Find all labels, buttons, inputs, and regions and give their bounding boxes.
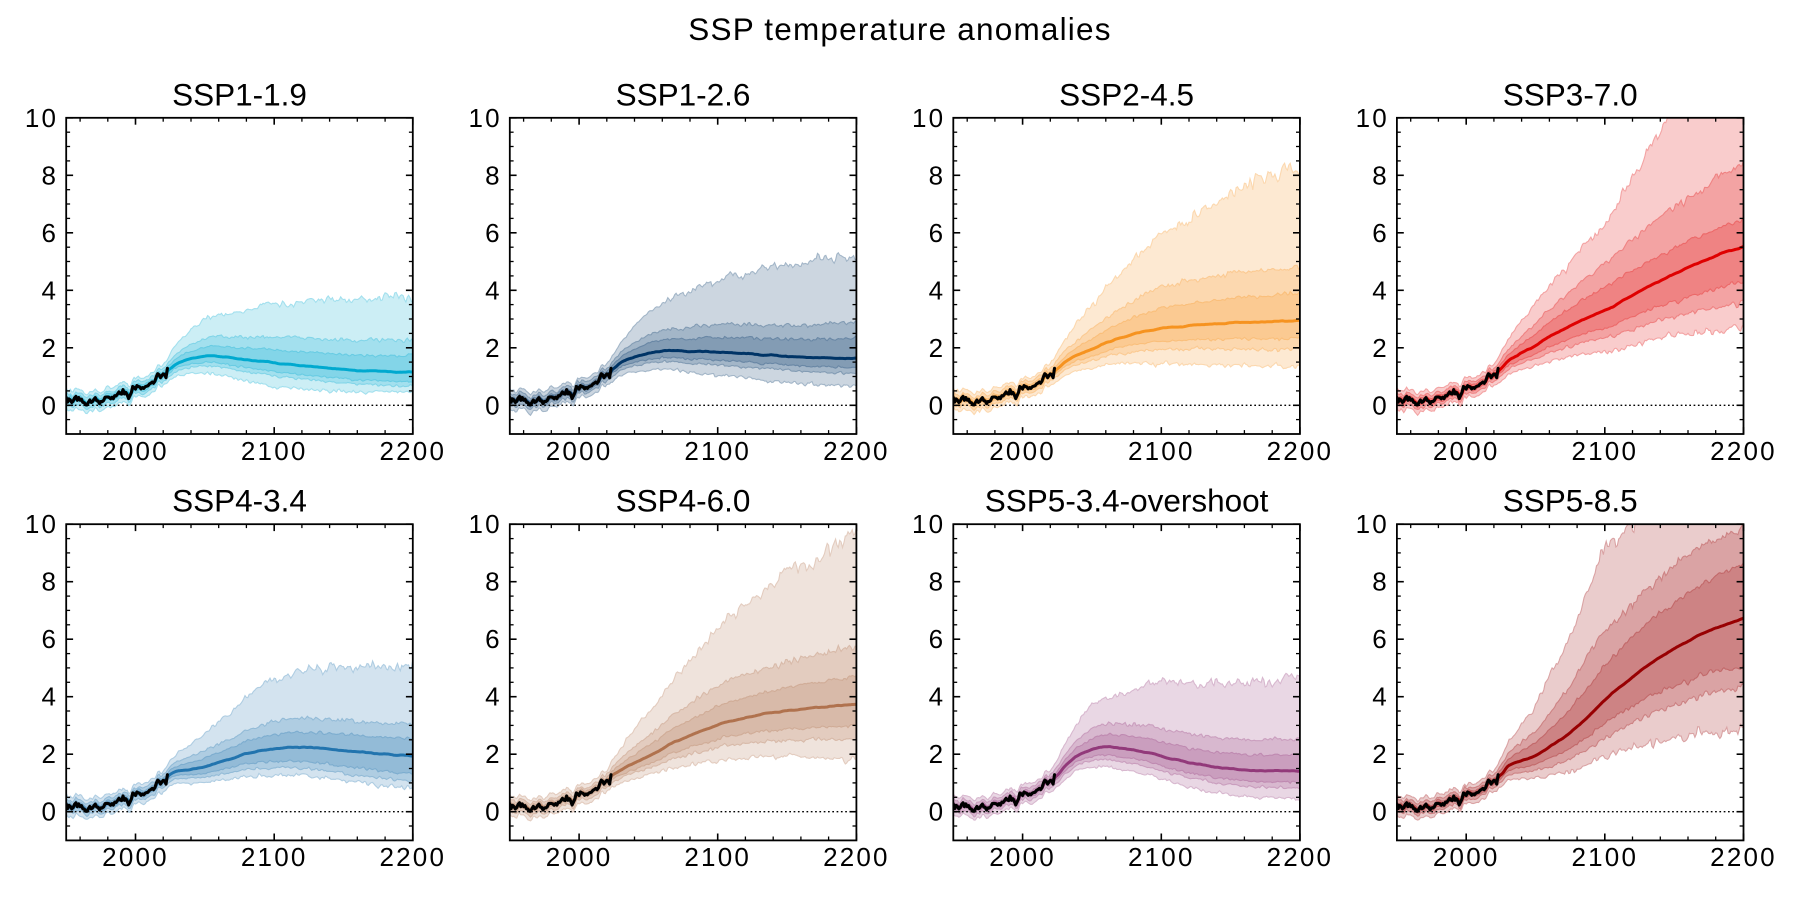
svg-text:SSP1-2.6: SSP1-2.6	[616, 76, 751, 112]
svg-text:2: 2	[929, 333, 946, 363]
svg-text:2100: 2100	[1128, 436, 1195, 466]
svg-text:SSP3-7.0: SSP3-7.0	[1503, 76, 1638, 112]
svg-text:2000: 2000	[546, 436, 613, 466]
svg-text:2100: 2100	[241, 842, 308, 872]
svg-text:6: 6	[1372, 624, 1389, 654]
svg-text:0: 0	[485, 797, 502, 827]
svg-text:2: 2	[929, 739, 946, 769]
svg-text:2100: 2100	[241, 436, 308, 466]
svg-text:2000: 2000	[102, 436, 169, 466]
svg-text:2200: 2200	[379, 842, 446, 872]
svg-text:2200: 2200	[1710, 842, 1777, 872]
svg-text:10: 10	[912, 509, 945, 539]
svg-text:10: 10	[25, 103, 58, 133]
svg-text:6: 6	[485, 624, 502, 654]
svg-text:SSP4-3.4: SSP4-3.4	[172, 483, 307, 519]
svg-text:4: 4	[485, 682, 502, 712]
svg-text:2100: 2100	[1571, 436, 1638, 466]
svg-text:2100: 2100	[1571, 842, 1638, 872]
svg-text:2: 2	[485, 739, 502, 769]
svg-text:8: 8	[1372, 160, 1389, 190]
svg-text:2200: 2200	[1267, 436, 1334, 466]
svg-text:8: 8	[929, 160, 946, 190]
svg-text:8: 8	[1372, 567, 1389, 597]
svg-text:2100: 2100	[684, 842, 751, 872]
svg-text:4: 4	[42, 682, 59, 712]
svg-text:SSP1-1.9: SSP1-1.9	[172, 76, 307, 112]
svg-text:2: 2	[42, 739, 59, 769]
svg-text:10: 10	[1356, 509, 1389, 539]
svg-text:10: 10	[468, 103, 501, 133]
svg-text:0: 0	[42, 797, 59, 827]
svg-text:SSP2-4.5: SSP2-4.5	[1059, 76, 1194, 112]
svg-text:2: 2	[485, 333, 502, 363]
svg-text:4: 4	[929, 682, 946, 712]
svg-text:8: 8	[485, 160, 502, 190]
svg-text:8: 8	[485, 567, 502, 597]
svg-text:2200: 2200	[1267, 842, 1334, 872]
svg-text:10: 10	[912, 103, 945, 133]
svg-text:6: 6	[1372, 218, 1389, 248]
svg-text:8: 8	[42, 160, 59, 190]
svg-text:2100: 2100	[684, 436, 751, 466]
svg-text:10: 10	[25, 509, 58, 539]
svg-text:8: 8	[929, 567, 946, 597]
svg-text:4: 4	[1372, 682, 1389, 712]
svg-text:2200: 2200	[823, 842, 890, 872]
svg-text:SSP temperature anomalies: SSP temperature anomalies	[688, 11, 1111, 47]
svg-text:0: 0	[485, 390, 502, 420]
svg-text:2: 2	[1372, 739, 1389, 769]
svg-text:2: 2	[1372, 333, 1389, 363]
svg-text:2000: 2000	[1433, 436, 1500, 466]
svg-text:6: 6	[42, 218, 59, 248]
svg-text:2200: 2200	[1710, 436, 1777, 466]
svg-text:2200: 2200	[379, 436, 446, 466]
svg-text:4: 4	[1372, 275, 1389, 305]
svg-text:4: 4	[42, 275, 59, 305]
svg-text:0: 0	[1372, 797, 1389, 827]
svg-text:2000: 2000	[989, 436, 1056, 466]
svg-text:0: 0	[1372, 390, 1389, 420]
svg-text:4: 4	[485, 275, 502, 305]
svg-text:SSP4-6.0: SSP4-6.0	[616, 483, 751, 519]
svg-text:6: 6	[485, 218, 502, 248]
svg-text:SSP5-3.4-overshoot: SSP5-3.4-overshoot	[985, 483, 1269, 519]
svg-text:2000: 2000	[102, 842, 169, 872]
svg-text:2100: 2100	[1128, 842, 1195, 872]
svg-text:0: 0	[929, 797, 946, 827]
svg-text:2000: 2000	[546, 842, 613, 872]
svg-text:6: 6	[929, 218, 946, 248]
svg-text:0: 0	[929, 390, 946, 420]
svg-text:10: 10	[468, 509, 501, 539]
svg-text:2000: 2000	[989, 842, 1056, 872]
svg-text:4: 4	[929, 275, 946, 305]
svg-text:0: 0	[42, 390, 59, 420]
svg-text:8: 8	[42, 567, 59, 597]
svg-text:2200: 2200	[823, 436, 890, 466]
svg-text:10: 10	[1356, 103, 1389, 133]
svg-text:6: 6	[929, 624, 946, 654]
svg-text:2000: 2000	[1433, 842, 1500, 872]
svg-text:SSP5-8.5: SSP5-8.5	[1503, 483, 1638, 519]
svg-text:6: 6	[42, 624, 59, 654]
svg-text:2: 2	[42, 333, 59, 363]
